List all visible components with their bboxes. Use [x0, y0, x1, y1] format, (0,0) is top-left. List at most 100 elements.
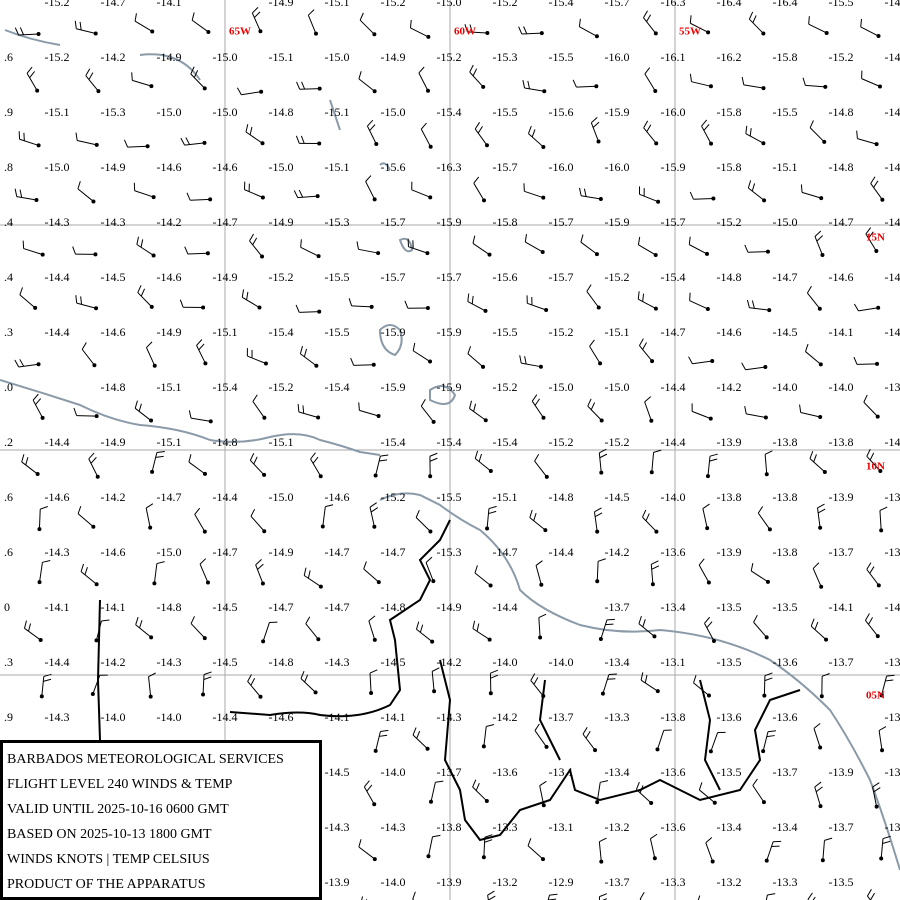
wind-barb — [77, 506, 96, 529]
barb-shaft — [858, 307, 879, 312]
temp-value: -14.6 — [829, 270, 854, 284]
barb-shaft — [529, 517, 546, 531]
longitude-label: 55W — [679, 26, 701, 38]
barb-shaft — [322, 506, 326, 527]
barb-shaft — [81, 349, 95, 366]
barb-shaft — [866, 569, 880, 586]
barb-shaft — [857, 138, 877, 145]
temp-value: -15.7 — [549, 215, 574, 229]
barb-shaft — [710, 732, 719, 752]
wind-barb — [245, 124, 265, 146]
wind-barb — [649, 833, 658, 861]
barb-shaft — [358, 78, 375, 92]
barb-feather — [370, 507, 379, 513]
barb-feather — [14, 188, 18, 197]
wind-barb — [481, 834, 493, 860]
barb-shaft — [530, 680, 544, 697]
temp-value: -14.6 — [101, 325, 126, 339]
barb-shaft — [593, 511, 598, 532]
wind-barb — [572, 79, 599, 89]
temp-value: -14.8 — [717, 270, 742, 284]
barb-shaft — [85, 75, 99, 92]
barb-shaft — [412, 350, 431, 362]
wind-barb — [407, 238, 430, 256]
temp-value: -13.1 — [549, 820, 574, 834]
temp-value: -15.5 — [493, 325, 518, 339]
wind-barb — [879, 506, 888, 533]
wind-barb — [761, 730, 776, 754]
barb-feather — [751, 300, 755, 309]
barb-feather — [145, 503, 154, 509]
temp-value: -15.5 — [437, 490, 462, 504]
temp-value: -15.2 — [493, 0, 518, 9]
longitude-label: 60W — [454, 26, 476, 38]
wind-barb — [467, 293, 488, 313]
wind-barb — [369, 502, 379, 529]
barb-feather — [101, 619, 110, 622]
temp-value: -14.9 — [101, 435, 126, 449]
temp-value: -15.0 — [269, 490, 294, 504]
info-line: FLIGHT LEVEL 240 WINDS & TEMP — [7, 777, 233, 792]
barb-shaft — [762, 731, 769, 752]
barb-feather — [250, 678, 256, 686]
barb-shaft — [807, 292, 821, 310]
temp-value: -15.2 — [45, 50, 70, 64]
temp-value: -14.2 — [101, 50, 126, 64]
barb-shaft — [26, 73, 38, 91]
barb-feather — [745, 125, 748, 134]
temp-value: -14.4 — [45, 435, 70, 449]
barb-feather — [539, 780, 547, 787]
temp-value: -13.4 — [605, 765, 630, 779]
temp-value: -14.3 — [325, 655, 350, 669]
temp-value: -15.2 — [605, 270, 630, 284]
barb-feather — [530, 673, 536, 681]
wind-barb — [765, 893, 776, 900]
wind-barb — [590, 117, 601, 144]
temp-value: -14.1 — [829, 600, 854, 614]
wind-barb — [527, 838, 545, 862]
barb-shaft — [127, 145, 148, 148]
temp-value: -14.2 — [885, 325, 900, 339]
temp-value: -14.4 — [45, 655, 70, 669]
coast — [379, 492, 900, 871]
barb-feather — [689, 191, 694, 200]
barb-feather — [300, 135, 305, 144]
temp-value: -14.6 — [45, 490, 70, 504]
wind-barb — [415, 509, 433, 534]
barb-feather — [751, 183, 756, 192]
barb-shaft — [190, 198, 211, 201]
wind-barb — [412, 891, 416, 900]
temp-value: -14.0 — [885, 435, 900, 449]
wind-barb — [578, 187, 603, 201]
barb-feather — [14, 359, 20, 368]
wind-barb — [190, 66, 207, 91]
barb-feather — [806, 285, 812, 294]
temp-value: -14.3 — [101, 215, 126, 229]
wind-barb — [373, 729, 389, 753]
temp-value: -14.8 — [829, 160, 854, 174]
wind-barb — [704, 616, 716, 643]
barb-feather — [418, 66, 425, 74]
temp-value: -14.3 — [437, 710, 462, 724]
barb-feather — [810, 618, 815, 627]
barb-shaft — [151, 452, 158, 472]
barb-shaft — [582, 733, 596, 751]
barb-feather — [821, 673, 830, 677]
temp-value: -14.7 — [381, 545, 406, 559]
barb-shaft — [184, 142, 205, 146]
wind-barb — [598, 448, 608, 475]
barb-feather — [196, 339, 203, 346]
temp-value: -15.5 — [493, 105, 518, 119]
wind-barb — [472, 779, 489, 804]
temp-value: -14.7 — [829, 215, 854, 229]
temp-value: -15.5 — [325, 325, 350, 339]
wind-barb — [303, 567, 323, 589]
barb-feather — [809, 450, 814, 459]
barb-feather — [366, 784, 373, 792]
barb-feather — [523, 26, 528, 35]
temp-value: -13.4 — [661, 600, 686, 614]
barb-feather — [236, 87, 242, 95]
wind-barb — [538, 613, 547, 640]
barb-feather — [764, 672, 773, 677]
barb-feather — [767, 730, 776, 733]
